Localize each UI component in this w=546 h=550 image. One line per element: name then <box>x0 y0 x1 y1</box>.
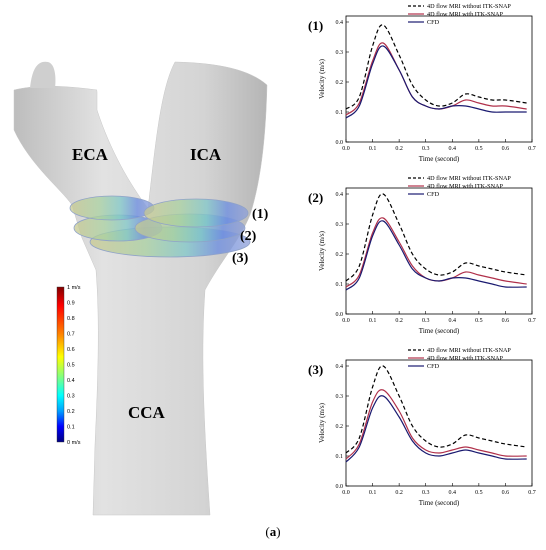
x-tick-label: 0.7 <box>528 146 536 152</box>
y-axis-label: Velocity (m/s) <box>318 402 326 443</box>
y-tick-label: 0.3 <box>336 394 344 400</box>
y-tick-label: 0.3 <box>336 50 344 56</box>
series-line-3 <box>345 220 527 291</box>
y-tick-label: 0.0 <box>336 484 344 490</box>
x-tick-label: 0.4 <box>449 146 457 152</box>
colorbar-tick-label: 0.1 <box>67 425 75 431</box>
x-tick-label: 0.1 <box>369 490 377 496</box>
series-line-3 <box>345 395 527 463</box>
plot-frame <box>345 15 533 143</box>
x-tick-label: 0.3 <box>422 146 430 152</box>
x-tick-label: 0.6 <box>502 318 510 324</box>
x-tick-label: 0.2 <box>395 490 403 496</box>
colorbar-tick-label: 0.3 <box>67 394 75 400</box>
caption-letter: a <box>269 524 277 539</box>
x-tick-label: 0.0 <box>342 490 350 496</box>
series-line-2 <box>345 389 527 460</box>
series-line-2 <box>345 217 527 288</box>
ica-label: ICA <box>190 145 222 164</box>
y-tick-label: 0.2 <box>336 424 344 430</box>
x-tick-label: 0.1 <box>369 146 377 152</box>
colorbar-tick-label: 0 m/s <box>67 440 81 446</box>
series-line-1 <box>345 365 527 454</box>
bifurcation-notch <box>97 62 168 208</box>
legend-label: CFD <box>427 363 440 370</box>
x-tick-label: 0.0 <box>342 318 350 324</box>
colorbar-tick-label: 0.4 <box>67 378 75 384</box>
y-tick-label: 0.2 <box>336 80 344 86</box>
legend-label: 4D flow MRI without ITK-SNAP <box>427 175 511 182</box>
eca-label: ECA <box>72 145 109 164</box>
x-tick-label: 0.0 <box>342 146 350 152</box>
colorbar-tick-label: 1 m/s <box>67 285 81 291</box>
x-tick-label: 0.2 <box>395 318 403 324</box>
colorbar-tick-label: 0.2 <box>67 409 75 415</box>
plane-1 <box>69 195 155 221</box>
plane-label-1: (1) <box>252 207 269 222</box>
velocity-chart-1: (1) 0.0 0.1 0.2 0.3 0.4 0.5 0.6 0.7 0.0 0.1 0.2 0.3 0… <box>308 3 536 163</box>
panel-label: (3) <box>308 362 323 377</box>
figure-caption: (a) <box>265 524 281 539</box>
legend-label: 4D flow MRI with ITK-SNAP <box>427 183 504 190</box>
x-tick-label: 0.4 <box>449 318 457 324</box>
series-line-1 <box>345 193 527 282</box>
legend-label: 4D flow MRI with ITK-SNAP <box>427 11 504 18</box>
eca-branch-stub <box>30 61 56 88</box>
x-tick-label: 0.2 <box>395 146 403 152</box>
y-tick-label: 0.1 <box>336 110 344 116</box>
plane-label-2: (2) <box>240 229 257 244</box>
colorbar-tick-label: 0.6 <box>67 347 75 353</box>
x-tick-label: 0.7 <box>528 490 536 496</box>
plane-1b <box>143 198 249 228</box>
y-tick-label: 0.1 <box>336 454 344 460</box>
series-line-3 <box>345 45 527 119</box>
y-tick-label: 0.4 <box>336 364 344 370</box>
legend-label: 4D flow MRI without ITK-SNAP <box>427 3 511 10</box>
x-tick-label: 0.4 <box>449 490 457 496</box>
y-tick-label: 0.0 <box>336 140 344 146</box>
colorbar-ticks: 1 m/s 0.9 0.8 0.7 0.6 0.5 0.4 0.3 0.2 0.1 0 m/s <box>67 285 81 446</box>
series-line-1 <box>345 24 527 110</box>
plane-label-3: (3) <box>232 251 249 266</box>
y-tick-label: 0.4 <box>336 192 344 198</box>
x-axis-label: Time (second) <box>419 155 460 163</box>
x-tick-label: 0.5 <box>475 490 483 496</box>
y-tick-label: 0.0 <box>336 312 344 318</box>
y-tick-label: 0.3 <box>336 222 344 228</box>
legend-label: CFD <box>427 191 440 198</box>
x-tick-label: 0.7 <box>528 318 536 324</box>
colorbar-tick-label: 0.5 <box>67 363 75 369</box>
colorbar-tick-label: 0.9 <box>67 301 75 307</box>
velocity-chart-2: (2) 0.0 0.1 0.2 0.3 0.4 0.5 0.6 0.7 0.0 0.1 0.2 0.3 0… <box>308 175 536 335</box>
x-axis-label: Time (second) <box>419 499 460 507</box>
x-tick-label: 0.1 <box>369 318 377 324</box>
y-tick-label: 0.1 <box>336 282 344 288</box>
panel-label: (2) <box>308 190 323 205</box>
legend-label: 4D flow MRI without ITK-SNAP <box>427 347 511 354</box>
x-tick-label: 0.3 <box>422 490 430 496</box>
legend-label: 4D flow MRI with ITK-SNAP <box>427 355 504 362</box>
colorbar <box>56 286 65 443</box>
y-axis-label: Velocity (m/s) <box>318 230 326 271</box>
y-tick-label: 0.4 <box>336 20 344 26</box>
plot-frame <box>345 187 533 315</box>
x-axis-label: Time (second) <box>419 327 460 335</box>
legend-label: CFD <box>427 19 440 26</box>
x-tick-label: 0.3 <box>422 318 430 324</box>
x-tick-label: 0.5 <box>475 318 483 324</box>
vessel-body <box>13 61 268 516</box>
colorbar-tick-label: 0.7 <box>67 332 75 338</box>
carotid-vessel-figure: ECA ICA CCA (1) (2) (3) 1 m/s 0.9 0.8 0.7 0.… <box>13 61 269 516</box>
series-line-2 <box>345 42 527 116</box>
x-tick-label: 0.6 <box>502 490 510 496</box>
y-tick-label: 0.2 <box>336 252 344 258</box>
x-tick-label: 0.6 <box>502 146 510 152</box>
y-axis-label: Velocity (m/s) <box>318 58 326 99</box>
panel-label: (1) <box>308 18 323 33</box>
velocity-chart-3: (3) 0.0 0.1 0.2 0.3 0.4 0.5 0.6 0.7 0.0 0.1 0.2 0.3 0… <box>308 347 536 507</box>
x-tick-label: 0.5 <box>475 146 483 152</box>
colorbar-tick-label: 0.8 <box>67 316 75 322</box>
plot-frame <box>345 359 533 487</box>
cca-label: CCA <box>128 403 166 422</box>
